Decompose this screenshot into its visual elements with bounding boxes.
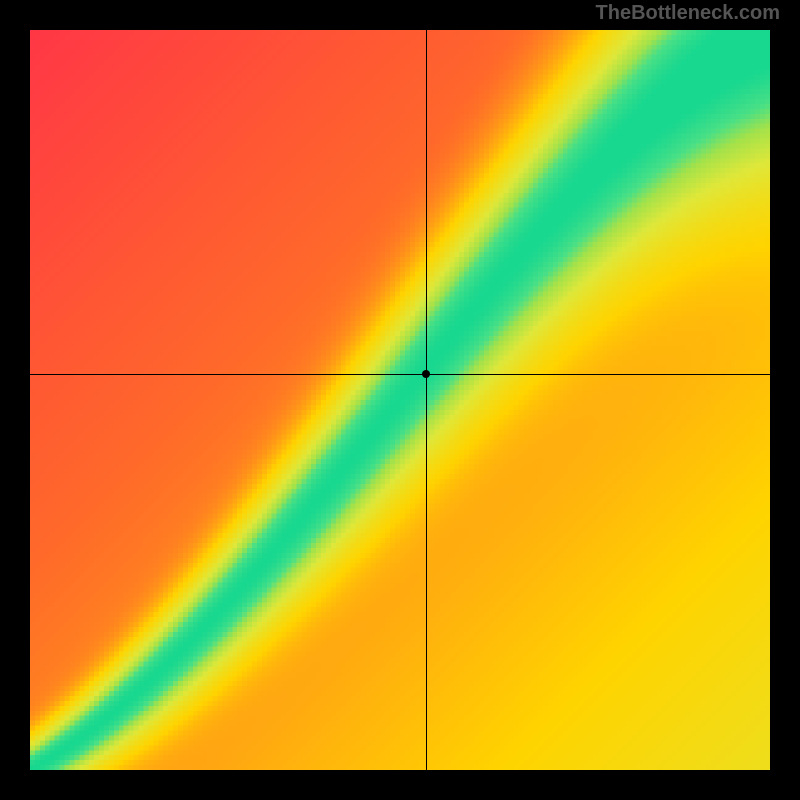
plot-area — [30, 30, 770, 770]
marker-dot — [422, 370, 430, 378]
heatmap-canvas — [30, 30, 770, 770]
crosshair-horizontal — [30, 374, 770, 375]
crosshair-vertical — [426, 30, 427, 770]
watermark-text: TheBottleneck.com — [596, 2, 780, 25]
